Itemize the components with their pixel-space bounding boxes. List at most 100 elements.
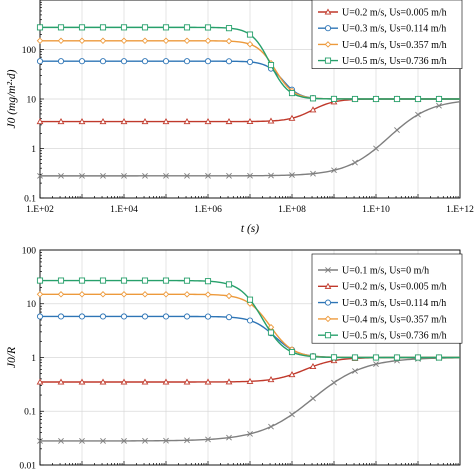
data-point bbox=[78, 58, 86, 65]
data-point bbox=[309, 106, 317, 113]
data-point bbox=[162, 291, 170, 298]
data-point bbox=[267, 376, 275, 383]
data-point bbox=[99, 378, 107, 385]
data-point bbox=[183, 58, 191, 65]
legend-label: U=0.4 m/s, Us=0.357 m/h bbox=[342, 314, 447, 325]
series-0 bbox=[37, 355, 461, 444]
legend-label: U=0.4 m/s, Us=0.357 m/h bbox=[342, 40, 447, 51]
data-point bbox=[309, 353, 317, 360]
data-point bbox=[141, 277, 149, 284]
data-point bbox=[57, 24, 65, 31]
y-tick-label: 100 bbox=[22, 46, 37, 56]
data-point bbox=[267, 62, 275, 69]
data-point bbox=[247, 172, 253, 179]
data-point bbox=[183, 313, 191, 320]
series-4 bbox=[36, 277, 460, 361]
data-point bbox=[288, 371, 296, 378]
data-point bbox=[436, 102, 442, 109]
y-tick-label: 1 bbox=[31, 145, 36, 155]
data-point bbox=[99, 24, 107, 31]
data-point bbox=[57, 37, 65, 45]
series-4 bbox=[36, 24, 460, 103]
data-point bbox=[121, 172, 127, 179]
data-point bbox=[205, 172, 211, 179]
data-point bbox=[100, 438, 106, 444]
data-point bbox=[99, 291, 107, 298]
data-point bbox=[183, 378, 191, 385]
legend-marker bbox=[324, 8, 332, 15]
data-point bbox=[247, 430, 253, 437]
data-point bbox=[310, 170, 316, 177]
data-point bbox=[288, 90, 296, 97]
data-point bbox=[267, 329, 275, 336]
x-tick-label: 1.E+06 bbox=[194, 205, 222, 215]
y-tick-label: 0.01 bbox=[19, 461, 36, 471]
y-tick-label: 10 bbox=[27, 300, 37, 310]
y-tick-label: 10 bbox=[27, 95, 37, 105]
data-point bbox=[162, 313, 170, 320]
y-tick-label: 1 bbox=[31, 354, 36, 364]
data-point bbox=[78, 277, 86, 284]
data-point bbox=[36, 118, 44, 125]
data-point bbox=[141, 291, 149, 298]
data-point bbox=[57, 58, 65, 65]
data-point bbox=[99, 118, 107, 125]
data-point bbox=[57, 277, 65, 284]
data-point bbox=[162, 37, 170, 45]
data-point bbox=[78, 118, 86, 125]
data-point bbox=[246, 40, 254, 48]
data-point bbox=[226, 434, 232, 441]
data-point bbox=[372, 95, 380, 103]
data-point bbox=[36, 37, 44, 45]
data-point bbox=[141, 313, 149, 320]
data-point bbox=[183, 291, 191, 298]
data-point bbox=[142, 172, 148, 179]
legend-label: U=0.2 m/s, Us=0.005 m/h bbox=[342, 282, 447, 293]
data-point bbox=[162, 58, 170, 65]
data-point bbox=[394, 127, 400, 133]
y-tick-label: 0.1 bbox=[24, 194, 36, 204]
legend-item: U=0.4 m/s, Us=0.357 m/h bbox=[318, 40, 447, 51]
data-point bbox=[246, 58, 254, 65]
legend-item: U=0.1 m/s, Us=0 m/h bbox=[318, 265, 429, 276]
data-point bbox=[36, 277, 44, 284]
data-point bbox=[309, 362, 317, 370]
legend-label: U=0.1 m/s, Us=0 m/h bbox=[342, 265, 429, 276]
data-point bbox=[414, 95, 422, 103]
data-point bbox=[288, 114, 296, 121]
data-point bbox=[225, 314, 233, 321]
data-point bbox=[225, 25, 233, 32]
data-point bbox=[205, 436, 211, 443]
y-tick-label: 100 bbox=[22, 246, 37, 256]
data-point bbox=[78, 378, 86, 385]
data-point bbox=[204, 313, 212, 320]
x-tick-label: 1.E+08 bbox=[278, 205, 306, 215]
data-point bbox=[162, 277, 170, 284]
legend-label: U=0.3 m/s, Us=0.114 m/h bbox=[342, 298, 446, 309]
data-point bbox=[351, 354, 359, 361]
data-point bbox=[225, 292, 233, 300]
data-point bbox=[36, 291, 44, 298]
data-point bbox=[78, 24, 86, 31]
data-point bbox=[121, 437, 127, 444]
data-point bbox=[142, 437, 148, 444]
data-point bbox=[57, 118, 65, 125]
data-point bbox=[225, 118, 233, 125]
data-point bbox=[57, 313, 65, 320]
data-point bbox=[204, 37, 212, 45]
legend-item: U=0.3 m/s, Us=0.114 m/h bbox=[318, 298, 446, 309]
data-point bbox=[415, 111, 421, 118]
legend-marker bbox=[324, 332, 332, 339]
legend-marker bbox=[324, 57, 332, 64]
legend-item: U=0.2 m/s, Us=0.005 m/h bbox=[318, 7, 447, 18]
legend-marker bbox=[324, 282, 332, 289]
data-point bbox=[141, 118, 149, 125]
legend-item: U=0.3 m/s, Us=0.114 m/h bbox=[318, 24, 446, 35]
data-point bbox=[330, 354, 338, 361]
data-point bbox=[373, 145, 379, 152]
top-chart-panel: 0.1 1 10 100 1.E+02 1.E+04 1.E+06 1.E+08 1.E+10 1… bbox=[6, 0, 474, 235]
data-point bbox=[204, 378, 212, 385]
data-point bbox=[37, 172, 43, 179]
data-point bbox=[288, 348, 296, 356]
data-point bbox=[414, 354, 422, 361]
